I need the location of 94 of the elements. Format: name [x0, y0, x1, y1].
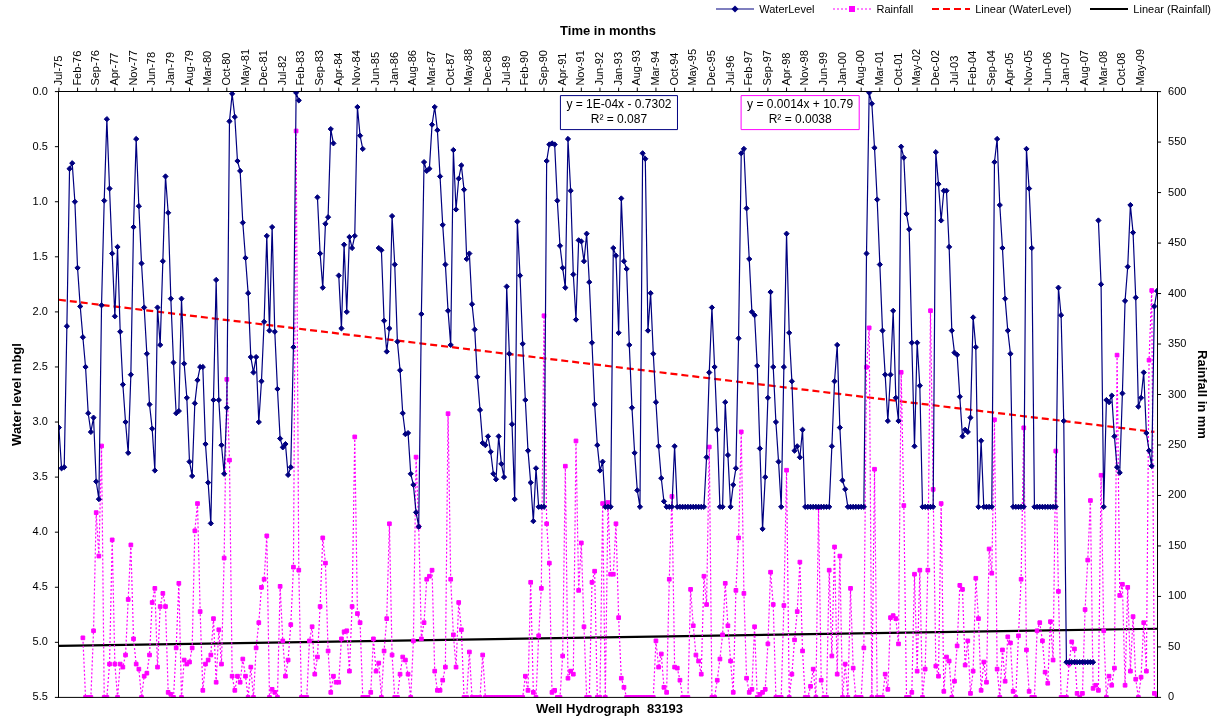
x-tick-label: Sep-83 — [313, 50, 326, 86]
x-tick-label: Jun-92 — [593, 51, 605, 86]
x-tick-label: Oct-87 — [443, 52, 456, 86]
y-tick-label: 3.5 — [32, 470, 48, 483]
legend-label: WaterLevel — [759, 3, 815, 15]
y2-tick-label: 350 — [1168, 337, 1187, 350]
x-tick-label: Jul-96 — [723, 55, 736, 86]
x-tick-label: Apr-98 — [779, 52, 792, 86]
y-tick-label: 4.0 — [32, 525, 48, 538]
y-tick-label: 1.5 — [32, 249, 48, 262]
y2-tick-label: 0 — [1168, 690, 1175, 703]
x-tick-label: Jun-85 — [369, 51, 382, 86]
y-tick-label: 1.0 — [32, 194, 48, 207]
x-tick-label: Oct-94 — [667, 52, 680, 86]
x-tick-label: Mar-08 — [1096, 50, 1109, 86]
x-tick-label: Nov-05 — [1022, 50, 1035, 86]
y-tick-label: 4.5 — [32, 580, 48, 593]
y-tick-label: 5.5 — [32, 690, 48, 703]
y2-axis-title: Rainfall in mm — [1194, 350, 1210, 439]
y2-tick-label: 450 — [1168, 236, 1187, 249]
x-tick-label: Sep-90 — [537, 50, 550, 86]
x-tick-label: Jan-79 — [163, 51, 176, 86]
x-tick-label: Jul-75 — [51, 55, 64, 86]
x-tick-label: Mar-87 — [425, 50, 438, 86]
y2-tick-label: 500 — [1168, 185, 1187, 198]
y-tick-label: 2.5 — [32, 359, 48, 372]
x-tick-label: Mar-01 — [872, 50, 885, 86]
y2-tick-label: 100 — [1168, 589, 1187, 602]
x-tick-label: Feb-04 — [966, 50, 979, 86]
x-tick-label: Aug-00 — [854, 50, 867, 86]
x-tick-label: Aug-93 — [630, 50, 643, 86]
x-tick-label: Feb-76 — [70, 50, 83, 86]
x-tick-label: Jun-99 — [816, 51, 829, 86]
x-tick-label: Nov-84 — [350, 50, 363, 86]
y2-tick-label: 400 — [1168, 286, 1187, 299]
x-tick-label: Nov-98 — [798, 50, 811, 86]
legend-label: Linear (WaterLevel) — [975, 3, 1072, 15]
y2-tick-label: 300 — [1168, 387, 1187, 400]
y-tick-label: 3.0 — [32, 415, 48, 428]
x-tick-label: Nov-77 — [126, 50, 139, 86]
y2-tick-label: 550 — [1168, 135, 1187, 148]
x-tick-label: Jun-78 — [145, 51, 158, 86]
x-tick-label: Dec-88 — [481, 50, 494, 86]
x-tick-label: Sep-97 — [760, 50, 773, 86]
x-tick-label: Oct-08 — [1115, 52, 1128, 86]
y-tick-label: 0.5 — [32, 139, 48, 152]
x-tick-label: Jan-86 — [387, 51, 400, 86]
annotation: y = 0.0014x + 10.79 R² = 0.0038 — [747, 96, 854, 126]
y-tick-label: 2.0 — [32, 304, 48, 317]
x-tick-label: Mar-80 — [201, 50, 214, 86]
x-tick-label: May-09 — [1134, 48, 1147, 86]
x-tick-label: Aug-86 — [406, 50, 419, 86]
x-tick-label: Apr-91 — [555, 52, 568, 86]
x-tick-label: Jun-06 — [1040, 51, 1053, 86]
x-tick-label: Aug-07 — [1078, 50, 1091, 86]
x-tick-label: Feb-90 — [518, 50, 531, 86]
x-tick-label: Apr-84 — [331, 52, 344, 86]
x-tick-label: May-95 — [686, 48, 699, 86]
x-tick-label: Jul-82 — [275, 55, 288, 86]
legend-label: Rainfall — [876, 3, 914, 15]
x-tick-label: Dec-81 — [257, 50, 270, 86]
x-tick-label: Oct-01 — [891, 52, 904, 86]
y2-tick-label: 600 — [1168, 84, 1187, 97]
x-tick-label: Sep-76 — [89, 50, 102, 86]
y-tick-label: 5.0 — [32, 635, 48, 648]
x-tick-label: May-02 — [910, 48, 923, 86]
y-axis-title: Water level mbgl — [9, 343, 25, 446]
legend-label: Linear (Rainfall) — [1133, 3, 1211, 15]
x-tick-label: Nov-91 — [574, 50, 587, 86]
x-tick-label: May-88 — [462, 48, 475, 86]
x-tick-label: Jan-93 — [611, 51, 624, 86]
y2-tick-label: 250 — [1168, 438, 1187, 451]
x-tick-label: Sep-04 — [984, 50, 997, 86]
x-tick-label: Feb-83 — [294, 50, 307, 86]
x-tick-label: Oct-80 — [219, 52, 232, 86]
x-tick-label: Jul-89 — [499, 55, 512, 86]
y2-tick-label: 150 — [1168, 538, 1187, 551]
x-tick-label: Apr-77 — [107, 52, 120, 86]
x-tick-label: Dec-02 — [928, 50, 941, 86]
x-tick-label: May-81 — [238, 48, 251, 86]
x-axis-title: Time in months — [560, 23, 656, 39]
x-tick-label: Mar-94 — [648, 50, 661, 86]
annotation: y = 1E-04x - 0.7302 R² = 0.087 — [566, 96, 672, 126]
x-tick-label: Jan-00 — [835, 51, 848, 86]
x-tick-label: Aug-79 — [182, 50, 195, 86]
x-tick-label: Apr-05 — [1003, 52, 1016, 86]
y-tick-label: 0.0 — [32, 84, 48, 97]
y2-tick-label: 50 — [1168, 639, 1181, 652]
x-tick-label: Feb-97 — [742, 50, 755, 86]
y2-tick-label: 200 — [1168, 488, 1187, 501]
x-tick-label: Jan-07 — [1059, 51, 1072, 86]
text: Well Hydrograph 83193 — [535, 700, 684, 716]
x-tick-label: Dec-95 — [704, 50, 717, 86]
x-tick-label: Jul-03 — [947, 55, 960, 86]
